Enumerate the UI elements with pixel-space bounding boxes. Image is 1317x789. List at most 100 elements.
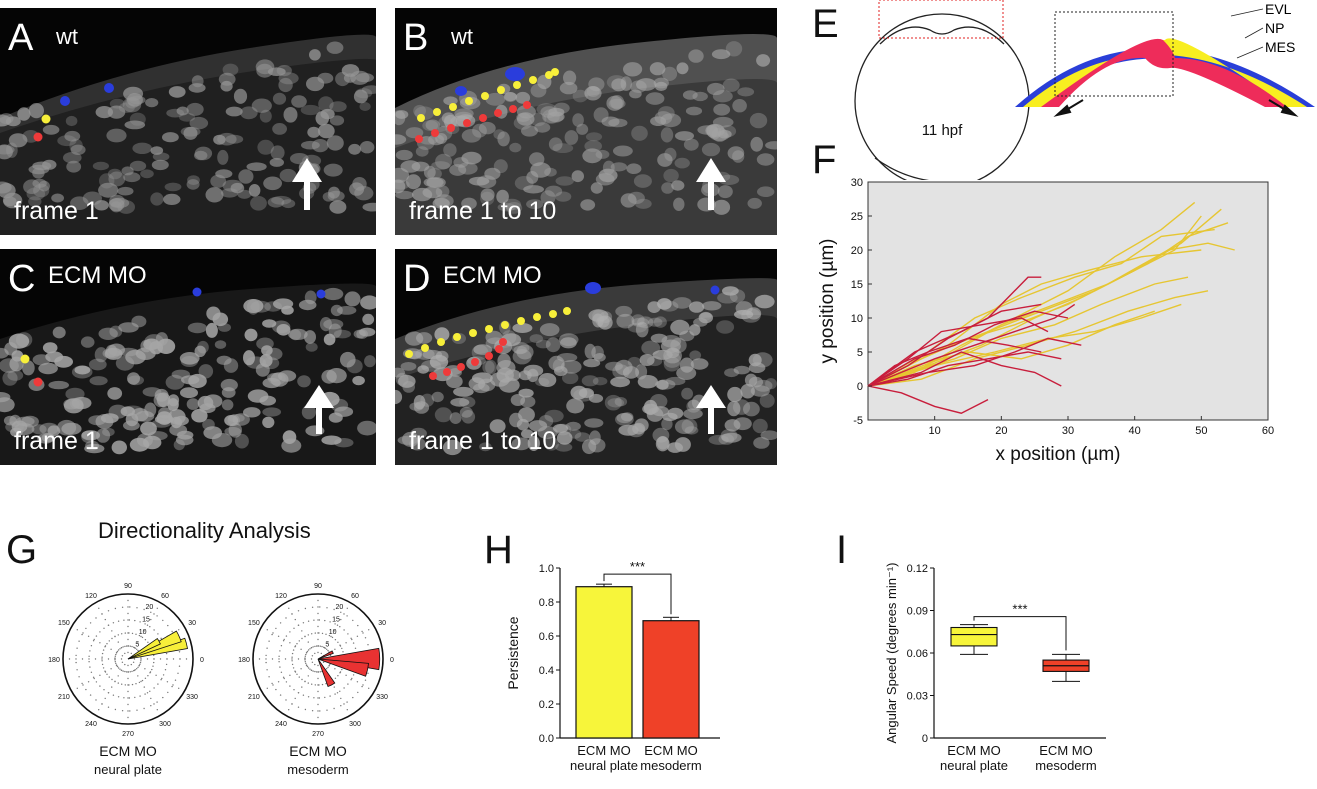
nucleus <box>71 365 93 379</box>
nucleus <box>650 116 667 126</box>
rose-label-line2: mesoderm <box>287 762 348 777</box>
rose-wedge <box>317 650 334 660</box>
grid-dot <box>139 695 141 697</box>
grid-dot <box>151 668 153 671</box>
nucleus <box>458 162 478 175</box>
nucleus <box>398 374 416 388</box>
nucleus <box>611 78 627 92</box>
nucleus <box>262 407 282 417</box>
nucleus <box>662 66 678 81</box>
grid-dot <box>334 677 337 679</box>
nucleus <box>629 89 642 99</box>
grid-dot <box>357 691 359 694</box>
nucleus <box>322 192 335 202</box>
grid-dot <box>107 658 110 660</box>
grid-dot <box>340 611 342 613</box>
grid-dot <box>178 651 181 653</box>
nucleus <box>645 92 665 105</box>
grid-dot <box>171 630 173 633</box>
y-tick-label: 0.06 <box>907 648 928 660</box>
nucleus <box>666 347 680 358</box>
nucleus <box>281 199 296 209</box>
nucleus <box>187 322 207 334</box>
grid-dot <box>115 653 117 656</box>
y-tick-label: 0.4 <box>539 665 554 677</box>
nucleus <box>409 437 426 451</box>
nucleus <box>615 413 634 426</box>
category-label-line2: mesoderm <box>1035 758 1096 773</box>
nucleus <box>631 125 648 141</box>
grid-dot <box>89 694 92 696</box>
grid-dot <box>282 640 285 642</box>
grid-dot <box>133 669 136 671</box>
grid-dot <box>127 619 129 621</box>
nucleus <box>563 70 577 86</box>
grid-dot <box>153 629 155 631</box>
grid-dot <box>277 635 280 637</box>
grid-dot <box>146 658 149 660</box>
grid-dot <box>334 623 336 625</box>
grid-dot <box>111 637 113 640</box>
nucleus <box>230 182 245 194</box>
grid-dot <box>337 675 339 677</box>
nucleus <box>415 146 429 157</box>
nucleus <box>521 429 534 439</box>
nucleus <box>350 70 370 85</box>
grid-dot <box>301 630 303 632</box>
grid-dot <box>343 613 345 615</box>
nucleus <box>164 182 182 192</box>
nucleus <box>278 72 299 85</box>
nucleus <box>518 407 535 423</box>
grid-dot <box>294 671 297 673</box>
frame-label: frame 1 <box>14 427 99 455</box>
grid-dot <box>278 658 280 660</box>
grid-dot <box>317 697 319 699</box>
grid-dot <box>334 668 336 670</box>
grid-dot <box>174 679 177 681</box>
grid-dot <box>127 606 129 608</box>
nucleus <box>443 96 458 106</box>
grid-dot <box>323 647 326 649</box>
grid-dot <box>294 645 297 647</box>
grid-dot <box>98 709 100 711</box>
nucleus <box>233 88 248 104</box>
angle-label: 120 <box>275 593 287 600</box>
grid-dot <box>123 697 125 699</box>
nucleus <box>676 62 689 75</box>
nucleus <box>348 143 361 155</box>
nucleus <box>221 387 236 398</box>
grid-dot <box>127 651 129 654</box>
nucleus <box>10 427 23 437</box>
y-axis-label: Angular Speed (degrees min⁻¹) <box>884 562 899 743</box>
grid-dot <box>368 687 370 689</box>
grid-dot <box>144 677 147 679</box>
nucleus <box>129 437 150 452</box>
nucleus <box>555 191 572 202</box>
panel-letter-h: H <box>484 528 513 572</box>
grid-dot <box>356 681 359 683</box>
nucleus <box>183 126 198 140</box>
grid-dot <box>137 675 139 677</box>
nucleus <box>606 75 627 90</box>
nucleus <box>626 163 642 174</box>
bar <box>575 586 633 739</box>
grid-dot <box>288 607 290 609</box>
bar <box>642 620 700 739</box>
nucleus <box>0 144 13 160</box>
grid-dot <box>362 632 364 634</box>
nucleus <box>203 426 222 440</box>
angle-label: 0 <box>200 657 204 664</box>
grid-dot <box>283 677 285 680</box>
nucleus <box>637 316 654 329</box>
x-tick-label: 20 <box>995 425 1007 437</box>
nucleus <box>315 111 330 126</box>
nucleus <box>752 418 768 434</box>
nucleus <box>562 371 579 385</box>
nucleus <box>584 343 596 359</box>
angle-label: 180 <box>238 657 250 664</box>
arrow-up-icon <box>696 385 726 434</box>
grid-dot <box>336 624 339 626</box>
layer-leader-lines <box>1230 8 1264 59</box>
nucleus <box>224 426 242 436</box>
nucleus <box>205 322 218 338</box>
